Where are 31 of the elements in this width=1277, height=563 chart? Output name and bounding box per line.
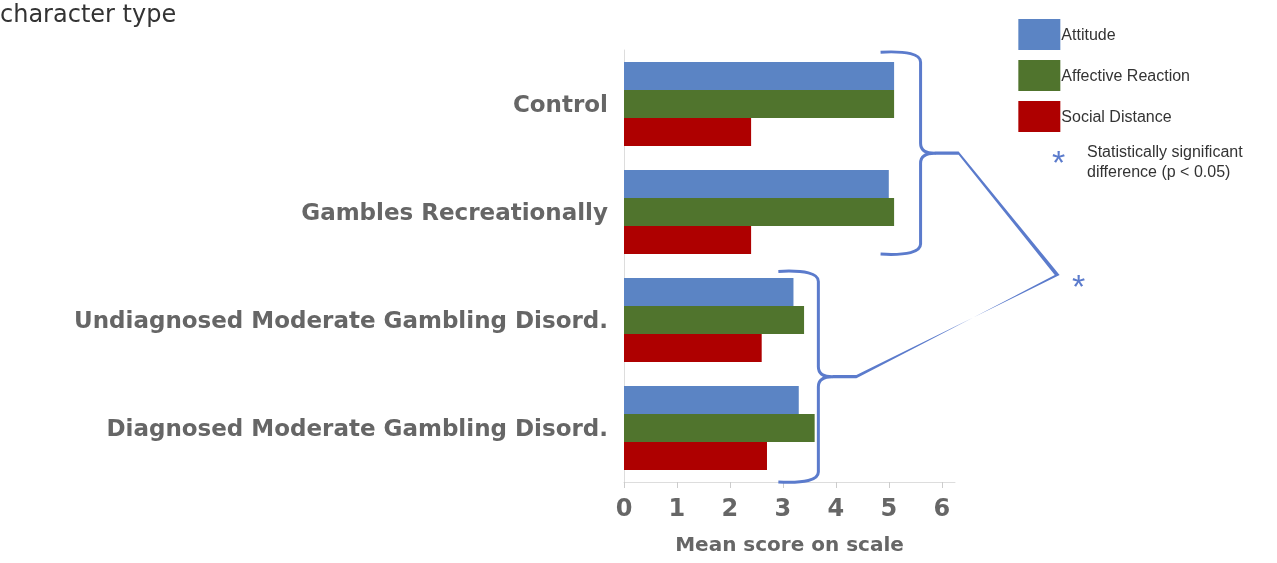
legend-label: Affective Reaction [1061,67,1191,84]
text: * [1052,143,1066,182]
y-tick-label: Control [512,91,608,117]
x-tick-label: 0 [615,494,633,522]
x-tick-label: 2 [721,494,739,522]
x-tick-label: 6 [933,494,951,522]
bar [624,118,752,147]
x-axis-title: Mean score on scale [675,532,904,556]
bar [624,305,805,335]
bar [624,197,895,227]
bar [624,277,794,306]
x-tick-label: 4 [827,494,845,522]
text: Statistically significant difference (p < 0.05) [1087,142,1244,182]
text: character type [0,0,177,28]
y-tick-label: Gambles Recreationally [301,199,609,225]
bar [624,442,767,471]
legend-label: Social Distance [1061,108,1172,125]
bar [624,413,815,443]
x-tick-label: 1 [668,494,686,522]
x-tick-label: 3 [774,494,792,522]
text: * [1072,267,1086,306]
bar [624,334,762,363]
bar [624,169,889,198]
bar [624,89,895,119]
bar [624,385,799,414]
bar [624,226,752,255]
y-tick-label: Diagnosed Moderate Gambling Disord. [106,415,608,441]
y-tick-label: Undiagnosed Moderate Gambling Disord. [74,307,608,333]
x-tick-label: 5 [880,494,898,522]
legend-label: Attitude [1061,26,1116,43]
bar [624,61,895,90]
